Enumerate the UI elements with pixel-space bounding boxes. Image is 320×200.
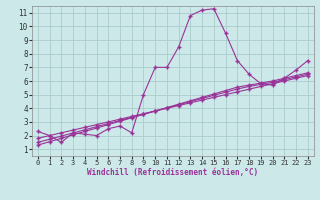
X-axis label: Windchill (Refroidissement éolien,°C): Windchill (Refroidissement éolien,°C) (87, 168, 258, 177)
